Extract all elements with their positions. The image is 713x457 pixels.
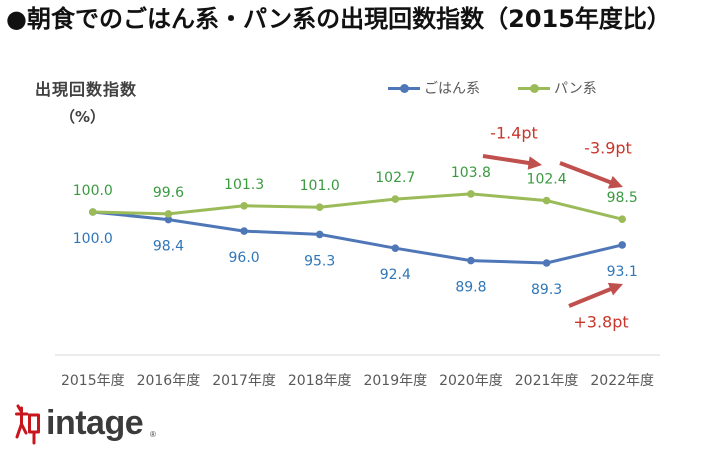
- bread-data-label: 102.4: [527, 172, 567, 188]
- rice-data-point: [164, 215, 173, 224]
- rice-change-label-2022: +3.8pt: [573, 313, 628, 332]
- bread-data-label: 101.3: [224, 177, 264, 193]
- bread-data-point: [391, 195, 400, 203]
- rice-data-label: 100.0: [73, 231, 113, 247]
- data-label-layer: 100.0 98.4 96.0 95.3 92.4 89.8 89.3 93.1 100.0 99…: [73, 165, 638, 298]
- bread-data-label: 100.0: [73, 183, 113, 199]
- y-axis-unit: （%）: [60, 108, 106, 126]
- rice-data-label: 98.4: [153, 239, 184, 255]
- x-axis-ticks: 2015年度 2016年度 2017年度 2018年度 2019年度 2020年度 2021…: [61, 373, 654, 389]
- rice-data-label: 89.3: [531, 282, 562, 298]
- x-tick-label: 2019年度: [363, 373, 427, 389]
- bread-data-label: 103.8: [451, 165, 491, 181]
- rice-data-point: [391, 244, 400, 252]
- bread-data-label: 98.5: [607, 190, 638, 206]
- series-line-rice: [91, 210, 624, 265]
- intage-logo: intage ®: [15, 403, 165, 449]
- annotations: -1.4pt -3.9pt +3.8pt: [482, 124, 632, 332]
- rice-data-label: 89.8: [455, 280, 486, 296]
- rice-data-point: [467, 256, 475, 265]
- bread-data-point: [315, 203, 324, 211]
- registered-mark: ®: [150, 430, 156, 439]
- rice-data-point: [542, 259, 551, 267]
- x-tick-label: 2016年度: [137, 373, 201, 389]
- rice-data-label: 95.3: [304, 253, 335, 269]
- series-line-bread: [91, 192, 624, 221]
- rice-data-point: [240, 227, 248, 235]
- x-tick-label: 2018年度: [288, 373, 352, 389]
- bread-data-label: 101.0: [300, 178, 340, 194]
- bread-data-label: 102.7: [375, 170, 415, 186]
- bread-data-point: [240, 202, 248, 210]
- legend-swatch-rice: [388, 83, 420, 93]
- x-tick-label: 2022年度: [590, 373, 654, 389]
- bread-decline-arrow-2022: [559, 161, 623, 189]
- bread-data-point: [89, 208, 97, 216]
- x-tick-label: 2015年度: [61, 373, 125, 389]
- legend-swatch-bread: [518, 83, 550, 93]
- bread-decline-arrow-2021: [482, 154, 543, 170]
- y-axis-title: 出現回数指数: [35, 80, 138, 99]
- bread-data-label: 99.6: [153, 185, 184, 201]
- rice-data-label: 92.4: [380, 267, 411, 283]
- rice-data-label: 96.0: [229, 250, 260, 266]
- legend-item-bread: パン系: [518, 79, 597, 97]
- legend-label-rice: ごはん系: [424, 81, 480, 97]
- legend-item-rice: ごはん系: [388, 79, 480, 97]
- logo-wordmark: intage: [46, 404, 144, 442]
- bread-change-label-2021: -1.4pt: [490, 124, 538, 143]
- bread-data-point: [542, 196, 551, 205]
- series-layer: [89, 190, 626, 267]
- rice-data-point: [618, 241, 626, 249]
- bread-data-point: [164, 210, 173, 218]
- bread-data-point: [618, 215, 626, 223]
- rice-increase-arrow-2022: [568, 282, 623, 308]
- rice-data-label: 93.1: [607, 264, 638, 280]
- x-tick-label: 2021年度: [515, 373, 579, 389]
- x-tick-label: 2017年度: [212, 373, 276, 389]
- legend-label-bread: パン系: [554, 81, 597, 97]
- bread-change-label-2022: -3.9pt: [584, 139, 632, 158]
- bread-data-point: [467, 190, 475, 198]
- legend-marker-rice: [400, 83, 409, 93]
- x-tick-label: 2020年度: [439, 373, 503, 389]
- chart-title: ●朝食でのごはん系・パン系の出現回数指数（2015年度比）: [6, 5, 671, 33]
- intage-logo-mark-icon: [15, 404, 40, 445]
- rice-data-point: [315, 230, 324, 239]
- legend-marker-bread: [530, 83, 539, 93]
